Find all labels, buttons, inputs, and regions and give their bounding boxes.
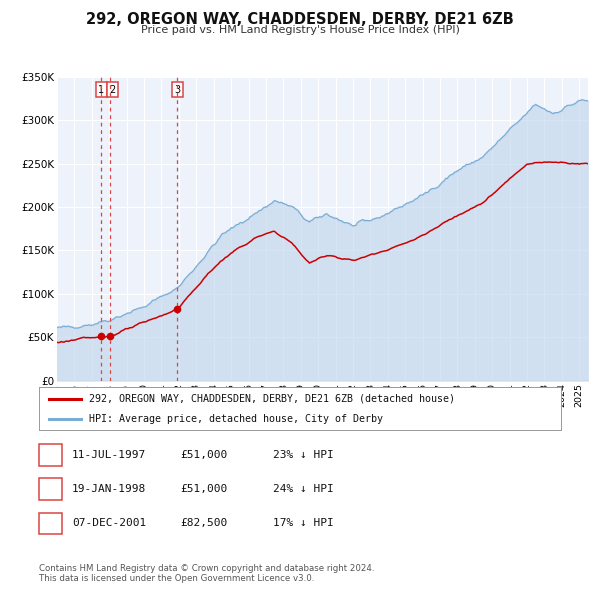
Text: £82,500: £82,500: [180, 519, 227, 528]
Text: 292, OREGON WAY, CHADDESDEN, DERBY, DE21 6ZB (detached house): 292, OREGON WAY, CHADDESDEN, DERBY, DE21…: [89, 394, 455, 404]
Text: 3: 3: [47, 519, 54, 528]
Text: This data is licensed under the Open Government Licence v3.0.: This data is licensed under the Open Gov…: [39, 574, 314, 583]
Text: 23% ↓ HPI: 23% ↓ HPI: [273, 450, 334, 460]
Text: 11-JUL-1997: 11-JUL-1997: [72, 450, 146, 460]
Text: £51,000: £51,000: [180, 450, 227, 460]
Text: 2: 2: [47, 484, 54, 494]
Text: 19-JAN-1998: 19-JAN-1998: [72, 484, 146, 494]
Text: HPI: Average price, detached house, City of Derby: HPI: Average price, detached house, City…: [89, 414, 383, 424]
Text: Price paid vs. HM Land Registry's House Price Index (HPI): Price paid vs. HM Land Registry's House …: [140, 25, 460, 35]
Text: 1: 1: [47, 450, 54, 460]
Text: £51,000: £51,000: [180, 484, 227, 494]
Text: 07-DEC-2001: 07-DEC-2001: [72, 519, 146, 528]
Text: 1: 1: [98, 85, 104, 95]
Text: 292, OREGON WAY, CHADDESDEN, DERBY, DE21 6ZB: 292, OREGON WAY, CHADDESDEN, DERBY, DE21…: [86, 12, 514, 27]
Text: Contains HM Land Registry data © Crown copyright and database right 2024.: Contains HM Land Registry data © Crown c…: [39, 565, 374, 573]
Text: 17% ↓ HPI: 17% ↓ HPI: [273, 519, 334, 528]
Text: 2: 2: [110, 85, 116, 95]
Text: 3: 3: [175, 85, 181, 95]
Text: 24% ↓ HPI: 24% ↓ HPI: [273, 484, 334, 494]
